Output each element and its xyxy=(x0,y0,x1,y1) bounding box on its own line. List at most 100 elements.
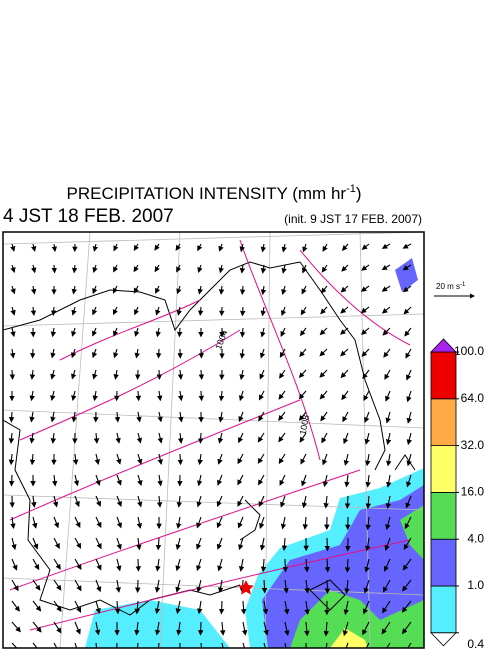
wind-vector xyxy=(177,432,184,444)
wind-vector xyxy=(91,327,98,337)
wind-vector xyxy=(299,348,307,358)
wind-vector xyxy=(407,642,412,648)
wind-vector xyxy=(196,537,202,550)
wind-vector xyxy=(403,306,412,315)
wind-vector xyxy=(299,327,307,337)
wind-vector xyxy=(239,348,246,359)
wind-vector xyxy=(116,453,122,465)
wind-vector xyxy=(154,264,160,273)
wind-vector xyxy=(176,516,182,529)
wind-vector xyxy=(176,285,182,295)
wind-vector xyxy=(386,453,392,467)
wind-vector xyxy=(200,642,203,648)
wind-vector xyxy=(72,453,79,466)
reference-vector-label: 20 m s-1 xyxy=(436,282,466,292)
precip-area xyxy=(330,628,368,648)
wind-vector xyxy=(362,600,370,615)
wind-vector xyxy=(361,264,370,271)
init-time: (init. 9 JST 17 FEB. 2007) xyxy=(284,212,422,226)
wind-vector xyxy=(177,453,184,466)
wind-vector xyxy=(112,306,118,316)
wind-vector xyxy=(320,306,328,315)
wind-vector xyxy=(32,579,41,591)
wind-vector xyxy=(239,243,245,253)
colorbar-segment xyxy=(430,445,457,493)
wind-vector xyxy=(281,264,287,274)
wind-vector xyxy=(198,390,205,402)
wind-vector xyxy=(29,432,35,444)
wind-vector xyxy=(154,621,161,636)
wind-vector xyxy=(74,621,81,635)
colorbar-label: 1.0 xyxy=(467,578,484,592)
wind-vector xyxy=(134,600,141,615)
wind-vector xyxy=(74,516,81,528)
wind-vector xyxy=(284,642,287,648)
wind-vector xyxy=(402,558,412,571)
wind-vector xyxy=(155,285,161,294)
wind-vector xyxy=(113,348,119,359)
wind-vector xyxy=(401,600,412,613)
wind-vector xyxy=(197,453,203,466)
wind-vector xyxy=(31,264,37,274)
wind-vector xyxy=(32,600,42,612)
wind-vector xyxy=(360,285,370,292)
colorbar-under xyxy=(430,632,457,647)
wind-vector xyxy=(406,474,412,488)
wind-vector xyxy=(217,558,223,572)
map-frame xyxy=(2,231,425,649)
wind-vector xyxy=(155,558,161,572)
wind-vector xyxy=(258,474,265,486)
wind-vector xyxy=(319,348,328,357)
wind-vector xyxy=(197,306,204,317)
wind-vector xyxy=(71,327,77,337)
wind-vector xyxy=(365,516,371,531)
wind-vector xyxy=(219,621,226,636)
wind-vector xyxy=(136,537,142,551)
wind-vector xyxy=(116,537,122,550)
wind-vector xyxy=(242,642,246,648)
wind-vector xyxy=(404,516,412,530)
wind-vector xyxy=(136,516,143,529)
wind-vector xyxy=(239,264,246,274)
wind-vector xyxy=(241,621,248,636)
wind-vector xyxy=(32,537,39,550)
wind-vector xyxy=(74,642,78,648)
wind-vector xyxy=(11,621,21,633)
wind-vector xyxy=(218,243,224,252)
wind-vector xyxy=(221,642,224,648)
wind-vector xyxy=(341,243,349,251)
wind-vector xyxy=(283,579,289,594)
wind-vector xyxy=(260,243,267,253)
wind-vector xyxy=(324,579,331,594)
wind-vector xyxy=(406,432,413,446)
wind-vector xyxy=(53,600,62,613)
wind-vector xyxy=(50,432,57,444)
wind-vector xyxy=(259,348,266,359)
colorbar: 0.4 1.0 4.0 16.0 32.0 64.0 100.0 xyxy=(430,338,485,650)
wind-vector xyxy=(279,369,286,379)
wind-vector xyxy=(29,369,36,380)
wind-vector xyxy=(281,285,287,295)
wind-vector xyxy=(95,642,98,648)
wind-vector xyxy=(92,390,98,402)
precip-area xyxy=(395,258,418,292)
wind-vector xyxy=(8,453,15,466)
wind-vector xyxy=(11,537,17,551)
wind-vector xyxy=(157,474,163,487)
wind-vector xyxy=(365,474,371,488)
colorbar-label: 32.0 xyxy=(461,438,485,452)
wind-vector xyxy=(197,285,203,295)
wind-vector xyxy=(133,264,139,273)
wind-vector xyxy=(382,579,391,593)
wind-vector xyxy=(196,579,202,593)
wind-vector xyxy=(381,243,391,249)
wind-vector xyxy=(361,348,370,357)
wind-vector xyxy=(155,306,161,316)
wind-vector xyxy=(381,264,391,271)
wind-vector xyxy=(114,411,121,423)
wind-vector xyxy=(175,600,181,615)
wind-vector xyxy=(196,495,202,508)
wind-vector xyxy=(278,453,286,465)
wind-vector xyxy=(344,474,350,488)
wind-vector xyxy=(92,306,98,316)
